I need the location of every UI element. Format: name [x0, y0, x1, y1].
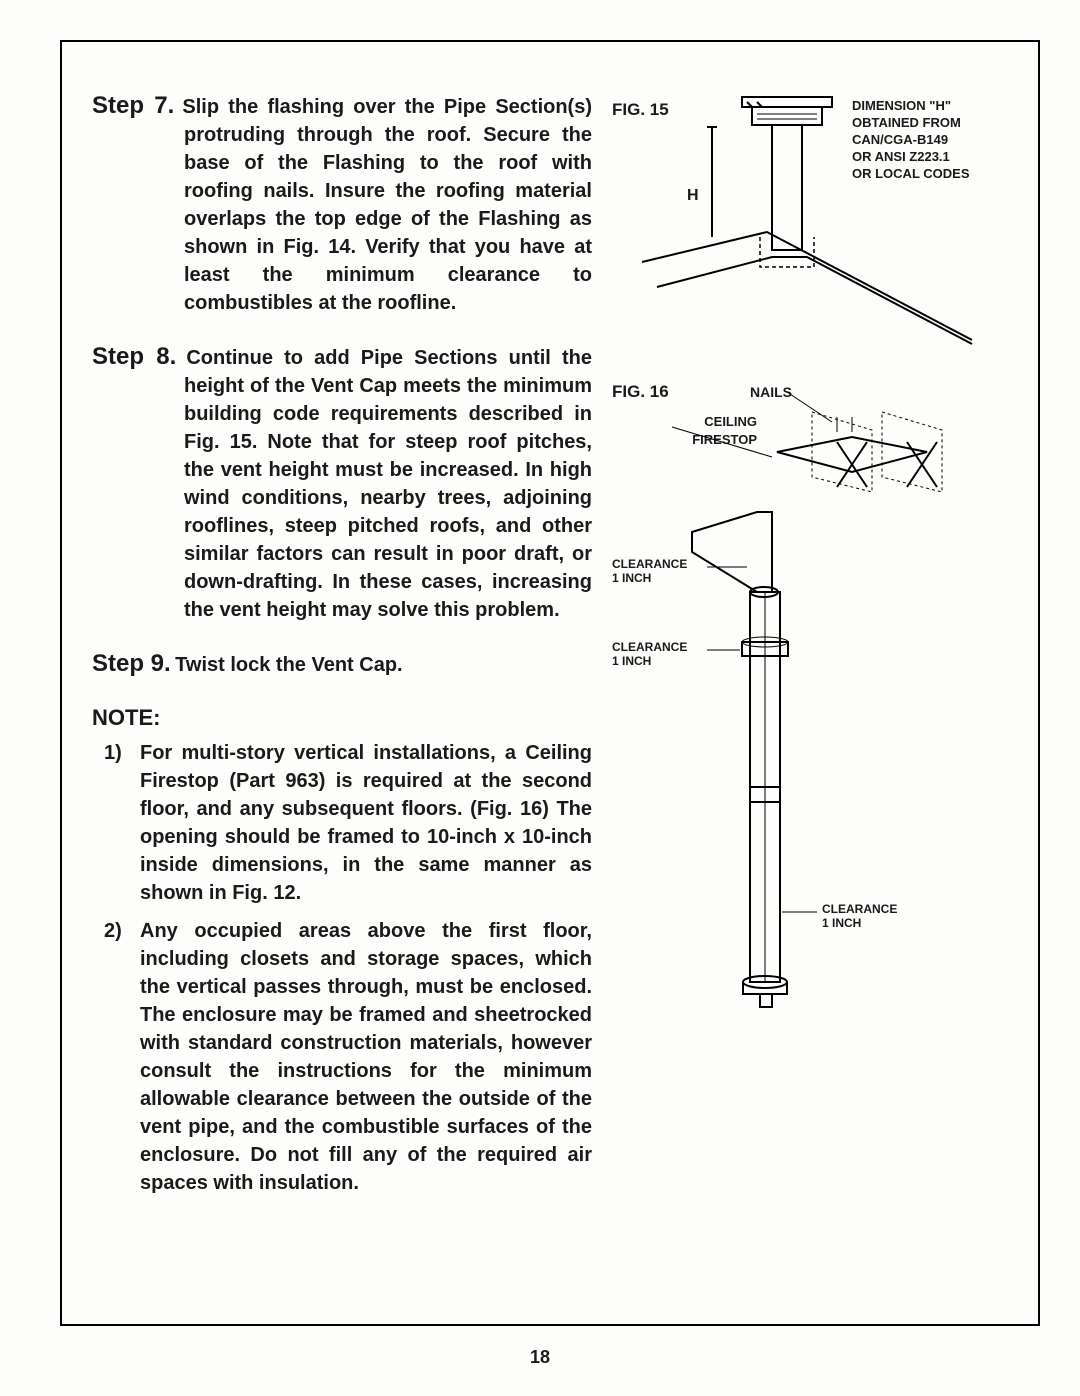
fig16-clearance-mid: CLEARANCE 1 INCH [612, 640, 687, 669]
step-9-text: Twist lock the Vent Cap. [175, 654, 402, 676]
note-section: NOTE: 1) For multi-story vertical instal… [92, 705, 592, 1197]
step-9-label: Step 9. [92, 650, 171, 677]
figure-column: FIG. 15 DIMENSION "H" OBTAINED FROM CAN/… [612, 92, 1008, 1284]
note-item-1-marker: 1) [104, 739, 122, 767]
step-7-text: Slip the flashing over the Pipe Section(… [182, 96, 592, 314]
page-frame: Step 7. Slip the flashing over the Pipe … [60, 40, 1040, 1326]
note-heading: NOTE: [92, 705, 592, 731]
page-number: 18 [0, 1347, 1080, 1368]
step-8-label: Step 8. [92, 343, 176, 370]
note-item-1-text: For multi-story vertical installations, … [140, 742, 592, 904]
note-item-2-marker: 2) [104, 917, 122, 945]
step-8-text: Continue to add Pipe Sections until the … [184, 347, 592, 621]
fig16-clearance-top: CLEARANCE 1 INCH [612, 557, 687, 586]
step-8: Step 8. Continue to add Pipe Sections un… [92, 343, 592, 624]
text-column: Step 7. Slip the flashing over the Pipe … [92, 92, 592, 1284]
fig16-clearance-bot: CLEARANCE 1 INCH [822, 902, 897, 931]
step-9: Step 9. Twist lock the Vent Cap. [92, 650, 592, 679]
note-item-2: 2) Any occupied areas above the first fl… [140, 917, 592, 1197]
content-columns: Step 7. Slip the flashing over the Pipe … [92, 92, 1008, 1284]
note-list: 1) For multi-story vertical installation… [92, 739, 592, 1197]
note-item-2-text: Any occupied areas above the first floor… [140, 920, 592, 1194]
note-item-1: 1) For multi-story vertical installation… [140, 739, 592, 907]
fig16-svg [612, 382, 992, 1022]
fig15-svg [612, 92, 992, 352]
fig15-h-label: H [687, 187, 699, 205]
step-7-label: Step 7. [92, 92, 174, 119]
step-7: Step 7. Slip the flashing over the Pipe … [92, 92, 592, 317]
